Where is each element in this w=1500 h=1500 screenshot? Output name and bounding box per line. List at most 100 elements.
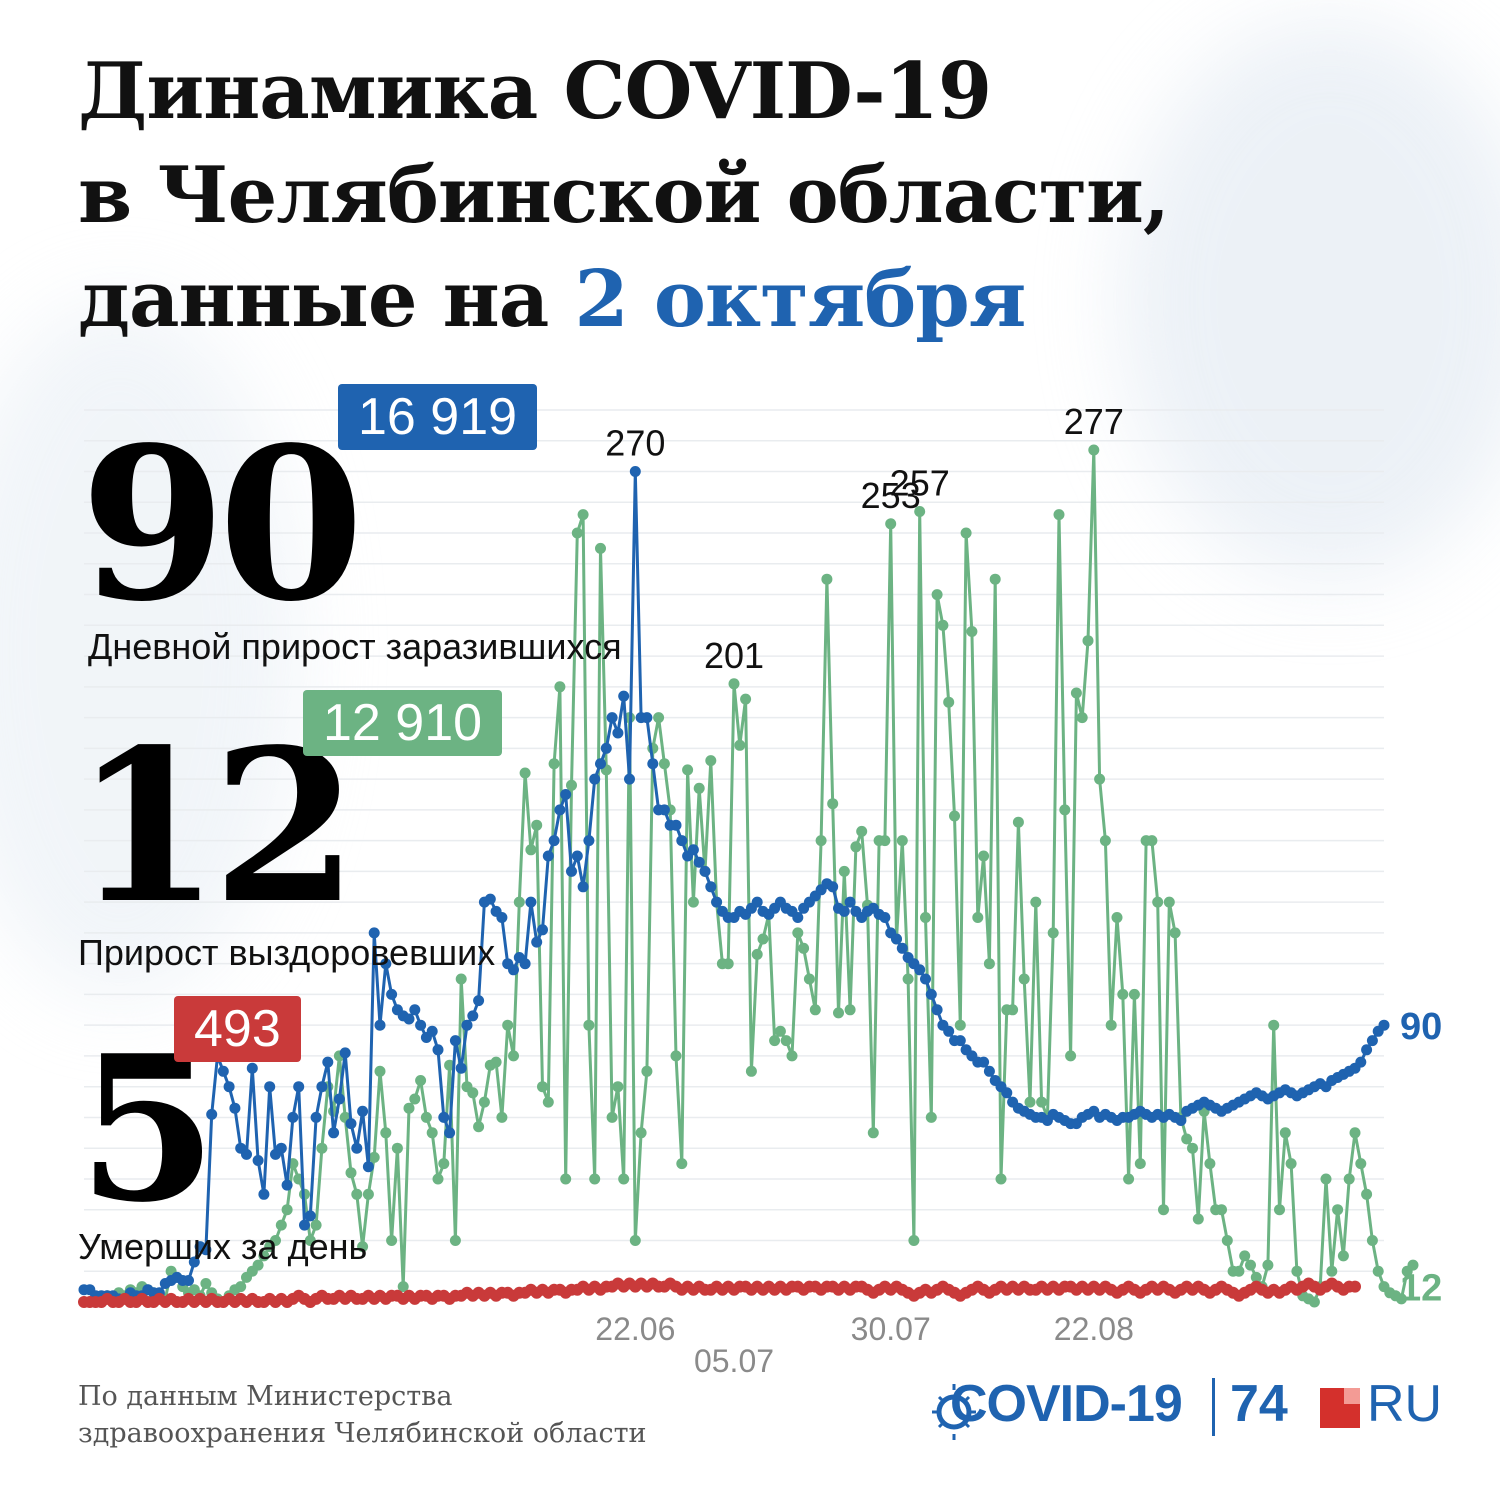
series-point-0 [560, 789, 572, 800]
series-point-0 [200, 1244, 212, 1256]
series-point-0 [438, 1111, 450, 1123]
series-point-0 [1366, 1035, 1378, 1047]
series-point-0 [879, 912, 891, 923]
series-point-0 [838, 905, 850, 917]
series-point-0 [920, 973, 931, 985]
series-point-1 [1018, 973, 1030, 985]
logo-ru-text: RU [1367, 1375, 1443, 1433]
series-point-1 [856, 825, 868, 837]
series-point-0 [374, 1019, 386, 1031]
covid19-74ru-logo: COVID-19 74 RU [930, 1370, 1450, 1450]
series-point-0 [287, 1111, 299, 1123]
series-point-0 [316, 1081, 328, 1093]
series-point-0 [554, 804, 566, 816]
series-point-1 [478, 1096, 490, 1108]
series-point-0 [217, 1065, 229, 1077]
infected-daily-value: 90 [80, 401, 364, 648]
series-point-0 [328, 1127, 340, 1139]
series-point-1 [403, 1102, 415, 1114]
series-point-0 [983, 1065, 995, 1077]
series-point-0 [362, 1161, 374, 1173]
recovered-label: Прирост выздоровевших [78, 932, 496, 973]
series-point-0 [1361, 1044, 1373, 1056]
logo-covid-text: COVID-19 [950, 1375, 1183, 1433]
series-point-1 [548, 758, 560, 770]
series-point-1 [409, 1093, 421, 1105]
series-point-1 [270, 1235, 281, 1246]
series-point-1 [1076, 712, 1088, 724]
series-point-0 [368, 927, 380, 939]
series-point-0 [229, 1102, 241, 1114]
series-point-1 [566, 779, 577, 791]
peak-annotation: 257 [890, 463, 950, 504]
series-point-1 [780, 1035, 792, 1047]
series-point-0 [304, 1210, 316, 1222]
series-point-1 [519, 767, 531, 779]
series-point-0 [409, 1004, 421, 1016]
series-point-1 [1326, 1265, 1338, 1277]
series-point-1 [635, 1127, 647, 1139]
series-point-1 [1030, 896, 1042, 908]
series-point-1 [728, 678, 740, 690]
series-point-1 [902, 973, 914, 985]
bg-texture-right [1120, 20, 1500, 580]
series-point-1 [1111, 912, 1123, 923]
series-point-0 [241, 1148, 252, 1160]
peak-annotation: 270 [605, 423, 665, 464]
series-point-1 [978, 850, 990, 862]
series-point-1 [1372, 1265, 1384, 1277]
series-point-1 [368, 1151, 380, 1163]
series-point-1 [1047, 927, 1059, 939]
series-point-1 [1320, 1173, 1332, 1185]
series-point-1 [1181, 1133, 1193, 1145]
series-point-0 [606, 712, 618, 724]
series-point-1 [1204, 1158, 1216, 1170]
series-point-1 [769, 1035, 781, 1047]
series-point-1 [1070, 687, 1082, 699]
infected-label: Дневной прирост заразившихся [88, 626, 622, 667]
bg-texture-left [0, 300, 300, 1000]
page-title: Динамика COVID-19 в Челябинской области,… [78, 40, 1378, 352]
series-point-0 [508, 964, 519, 976]
series-point-1 [490, 1056, 502, 1068]
series-point-1 [687, 896, 699, 908]
series-point-1 [1395, 1293, 1407, 1305]
series-point-1 [1152, 896, 1164, 908]
series-point-0 [299, 1219, 310, 1231]
series-point-1 [989, 573, 1001, 585]
series-point-0 [531, 936, 543, 948]
series-point-1 [583, 1019, 595, 1031]
series-point-1 [833, 1007, 844, 1019]
series-point-1 [879, 835, 891, 847]
series-point-1 [1024, 1096, 1036, 1108]
series-point-1 [281, 1204, 293, 1216]
series-point-0 [641, 712, 653, 724]
virus-icon [932, 1384, 976, 1440]
series-point-1 [1088, 444, 1100, 456]
infected-total-badge: 16 919 [338, 384, 538, 450]
recovered-daily-value: 12 [74, 703, 358, 950]
series-point-0 [322, 1056, 334, 1068]
series-point-1 [438, 1158, 450, 1170]
series-point-0 [577, 881, 589, 893]
series-point-0 [571, 850, 583, 862]
title-line2: в Челябинской области, [78, 150, 1170, 241]
series-point-1 [374, 1065, 386, 1077]
series-point-0 [658, 804, 670, 816]
series-point-1 [827, 798, 839, 810]
series-point-1 [867, 1127, 879, 1139]
series-end-label-1: 12 [1400, 1268, 1442, 1310]
series-point-0 [444, 1127, 456, 1139]
series-point-1 [1082, 635, 1094, 647]
series-point-0 [415, 1019, 427, 1031]
series-point-0 [589, 773, 601, 785]
series-point-1 [595, 542, 606, 554]
series-point-1 [1099, 835, 1111, 847]
series-point-0 [705, 881, 717, 893]
logo-separator [1212, 1378, 1215, 1436]
series-point-1 [1059, 804, 1071, 816]
series-point-0 [252, 1155, 264, 1166]
series-point-1 [1332, 1204, 1344, 1216]
deaths-label: Умерших за день [78, 1226, 368, 1267]
series-point-1 [606, 1111, 618, 1123]
